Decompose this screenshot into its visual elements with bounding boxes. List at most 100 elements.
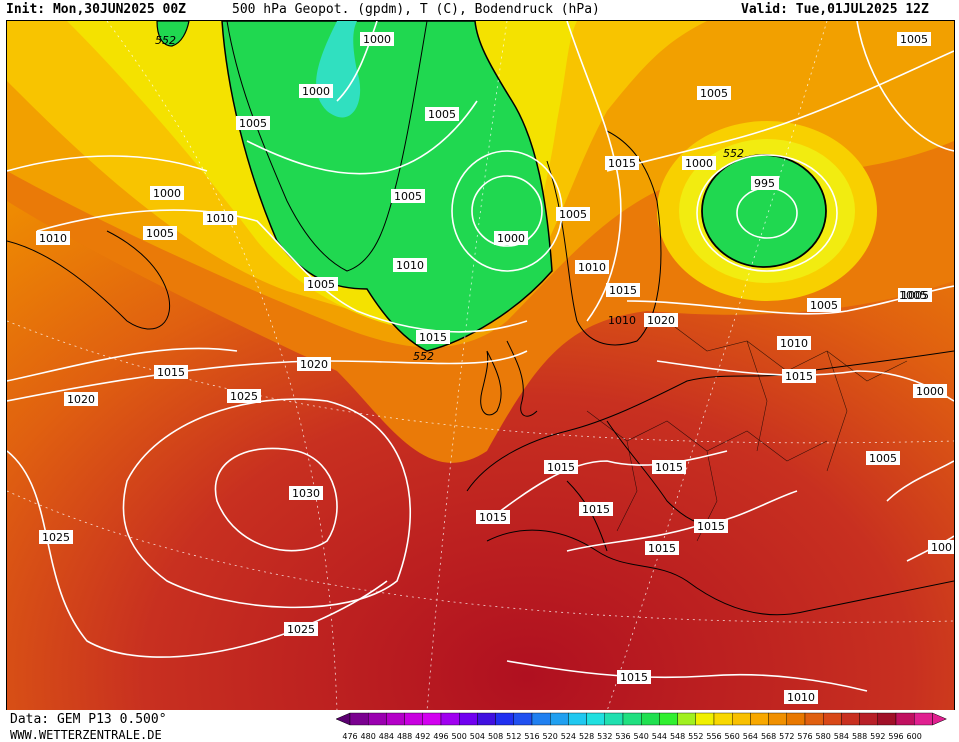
legend-color-box [549,712,569,726]
legend-color-box [622,712,642,726]
legend-value: 500 [452,732,467,741]
isobar-label: 1005 [239,117,267,130]
legend-color-box [604,712,624,726]
chart-title: 500 hPa Geopot. (gpdm), T (C), Bodendruc… [232,2,600,17]
legend-color-box [495,712,515,726]
isobar-label: 1015 [785,370,813,383]
isobar-label: 1010 [578,261,606,274]
isobar-label: 1005 [810,299,838,312]
trough-green [221,21,553,352]
isobar-label: 1000 [153,187,181,200]
small-green-patch [156,21,190,47]
geopot-label: 552 [413,350,434,363]
isobar-label: 1005 [428,108,456,121]
isobar-label: 1005 [901,289,929,302]
legend-color-box [804,712,824,726]
isobar-label: 1010 [396,259,424,272]
chart-header: Init: Mon,30JUN2025 00Z 500 hPa Geopot. … [0,0,959,20]
legend-color-box [586,712,606,726]
legend-color-box [914,712,933,726]
legend-color-box [732,712,751,726]
geopot-label: 552 [155,34,176,47]
isobar-label: 1015 [419,331,447,344]
legend-value: 560 [725,732,740,741]
isobar-label: 1005 [307,278,335,291]
isobar-label: 1025 [287,623,315,636]
legend-value: 532 [597,732,612,741]
isobar-label: 1005 [394,190,422,203]
legend-value: 572 [779,732,794,741]
legend-color-box [823,712,842,726]
legend-color-box [659,712,678,726]
ne-low-green [701,154,827,268]
isobar-label: 1015 [479,511,507,524]
legend-color-box [641,712,660,726]
isobar-label: 1015 [582,503,610,516]
isobar-label: 1000 [685,157,713,170]
isobar-label: 1005 [869,452,897,465]
legend-value: 476 [342,732,357,741]
isobar-label: 1015 [608,157,636,170]
legend-value: 528 [579,732,594,741]
valid-time: Valid: Tue,01JUL2025 12Z [741,2,929,17]
isobar-label: 1005 [146,227,174,240]
isobar-label: 1015 [157,366,185,379]
legend-arrow-right [932,712,948,726]
legend-color-box [695,712,715,726]
legend-value: 588 [852,732,867,741]
legend-value: 584 [834,732,849,741]
legend-color-box [713,712,733,726]
isobar-label: 995 [754,177,775,190]
isobar-label: 1015 [648,542,676,555]
lat-lon-grid [7,21,954,711]
isobar-label: 1015 [620,671,648,684]
legend-value: 492 [415,732,430,741]
legend-value: 596 [888,732,903,741]
isobar-label: 1020 [300,358,328,371]
legend-value: 504 [470,732,485,741]
legend-color-box [440,712,460,726]
isobar-label: 1000 [497,232,525,245]
isobar-label: 1010 [206,212,234,225]
isobar-label: 1020 [647,314,675,327]
legend-value: 568 [761,732,776,741]
legend-color-box [877,712,897,726]
isobar-label: 1000 [363,33,391,46]
isobar-label: 1005 [700,87,728,100]
legend-value: 480 [361,732,376,741]
legend-value: 556 [706,732,721,741]
legend-value: 552 [688,732,703,741]
legend-value: 576 [797,732,812,741]
isobar-label: 1030 [292,487,320,500]
isobar-label: 1010 [787,691,815,704]
legend-color-box [859,712,878,726]
legend-color-box [531,712,551,726]
isobar-label: 1015 [697,520,725,533]
legend-value: 580 [816,732,831,741]
color-legend: 476 480 484 488 492 496 500 504 508 512 516 520 524 5… [335,712,948,741]
legend-color-box [750,712,769,726]
isobar-label: 1010 [780,337,808,350]
legend-value: 600 [907,732,922,741]
isobar-label: 1005 [899,289,927,302]
legend-arrow-left [335,712,351,726]
legend-value: 488 [397,732,412,741]
weather-map-svg: 1000 1000 1005 1005 1000 1010 1005 1010 … [7,21,954,711]
legend-color-box [677,712,697,726]
legend-color-box [568,712,587,726]
weather-map: 1000 1000 1005 1005 1000 1010 1005 1010 … [6,20,955,712]
legend-value: 536 [615,732,630,741]
legend-color-box [477,712,496,726]
legend-color-box [841,712,860,726]
legend-value: 508 [488,732,503,741]
legend-color-box [386,712,405,726]
isobar-label: 1015 [655,461,683,474]
legend-value: 548 [670,732,685,741]
geopot-label: 552 [723,147,744,160]
website: WWW.WETTERZENTRALE.DE [10,728,162,742]
legend-value: 540 [634,732,649,741]
isobar-label: 1020 [67,393,95,406]
legend-value: 592 [870,732,885,741]
legend-color-box [513,712,533,726]
isobar-label: 100 [931,541,952,554]
